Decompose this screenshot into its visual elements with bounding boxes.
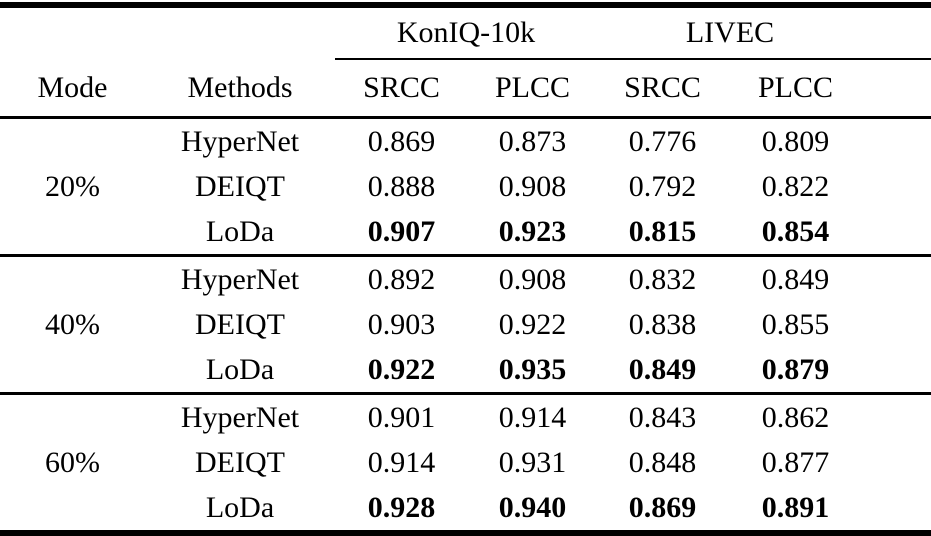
metric-value: 0.892	[367, 262, 436, 296]
metric-value: 0.907	[335, 209, 468, 257]
metric-value: 0.935	[468, 347, 597, 395]
column-header-livec-plcc: PLCC	[728, 59, 864, 119]
table-row: LoDa 0.907 0.923 0.815 0.854	[0, 209, 931, 257]
metric-value: 0.901	[367, 400, 436, 434]
metric-value: 0.922	[498, 307, 567, 341]
metric-value: 0.809	[761, 124, 830, 158]
metric-value: 0.792	[628, 169, 697, 203]
metric-value: 0.891	[728, 485, 864, 535]
spacer-cell	[863, 209, 931, 257]
spacer-cell	[863, 256, 931, 303]
metric-value: 0.940	[468, 485, 597, 535]
method-label: LoDa	[145, 485, 335, 535]
metric-value: 0.843	[628, 400, 697, 434]
spacer-cell	[863, 347, 931, 395]
metric-value: 0.776	[628, 124, 697, 158]
spacer-cell	[863, 440, 931, 485]
method-label: HyperNet	[180, 400, 300, 434]
mode-label: 60%	[0, 393, 145, 535]
metric-value: 0.879	[728, 347, 864, 395]
metric-value: 0.849	[597, 347, 728, 395]
metric-value: 0.869	[367, 124, 436, 158]
dataset-header-livec: LIVEC	[597, 5, 864, 60]
metric-value: 0.855	[761, 307, 830, 341]
metric-value: 0.869	[597, 485, 728, 535]
metric-value: 0.862	[761, 400, 830, 434]
method-label: DEIQT	[195, 169, 285, 203]
table-row: DEIQT 0.914 0.931 0.848 0.877	[0, 440, 931, 485]
metric-value: 0.931	[498, 445, 567, 479]
method-label: DEIQT	[195, 445, 285, 479]
metric-value: 0.873	[498, 124, 567, 158]
column-header-methods: Methods	[145, 59, 335, 119]
metric-value: 0.914	[367, 445, 436, 479]
column-header-livec-srcc: SRCC	[597, 59, 728, 119]
metric-value: 0.903	[367, 307, 436, 341]
column-header-mode: Mode	[0, 59, 145, 119]
method-label: HyperNet	[180, 262, 300, 296]
metric-value: 0.888	[367, 169, 436, 203]
dataset-header-row: KonIQ-10k LIVEC	[0, 5, 931, 60]
column-header-koniq-srcc: SRCC	[335, 59, 468, 119]
table-row: LoDa 0.922 0.935 0.849 0.879	[0, 347, 931, 395]
dataset-header-koniq: KonIQ-10k	[335, 5, 597, 60]
table-row: 60% HyperNet 0.901 0.914 0.843 0.862	[0, 393, 931, 535]
metric-value: 0.849	[761, 262, 830, 296]
spacer-cell	[863, 164, 931, 209]
table-row: DEIQT 0.903 0.922 0.838 0.855	[0, 302, 931, 347]
metric-value: 0.877	[761, 445, 830, 479]
metric-value: 0.832	[628, 262, 697, 296]
table-row: LoDa 0.928 0.940 0.869 0.891	[0, 485, 931, 535]
mode-label: 20%	[0, 117, 145, 257]
metric-value: 0.914	[498, 400, 567, 434]
spacer-cell	[863, 302, 931, 347]
table-row: DEIQT 0.888 0.908 0.792 0.822	[0, 164, 931, 209]
method-label: LoDa	[145, 347, 335, 395]
metric-value: 0.908	[498, 169, 567, 203]
table-row: 40% HyperNet 0.892 0.908 0.832 0.849	[0, 255, 931, 395]
table-body: 20% HyperNet 0.869 0.873 0.776 0.809 DEIQT 0.88…	[0, 117, 931, 535]
metric-value: 0.928	[335, 485, 468, 535]
column-header-row: Mode Methods SRCC PLCC SRCC PLCC	[0, 59, 931, 119]
spacer-cell	[863, 485, 931, 535]
column-header-koniq-plcc: PLCC	[468, 59, 597, 119]
method-label: DEIQT	[195, 307, 285, 341]
spacer-cell	[863, 394, 931, 441]
metric-value: 0.815	[597, 209, 728, 257]
metric-value: 0.923	[468, 209, 597, 257]
metric-value: 0.854	[728, 209, 864, 257]
metric-value: 0.922	[335, 347, 468, 395]
table-row: 20% HyperNet 0.869 0.873 0.776 0.809	[0, 117, 931, 257]
spacer-cell	[863, 118, 931, 165]
method-label: HyperNet	[180, 124, 300, 158]
metric-value: 0.822	[761, 169, 830, 203]
mode-label: 40%	[0, 255, 145, 395]
metric-value: 0.908	[498, 262, 567, 296]
spacer-cell	[863, 59, 931, 119]
corner-cell	[0, 5, 335, 59]
spacer-cell	[863, 5, 931, 60]
metric-value: 0.848	[628, 445, 697, 479]
method-label: LoDa	[145, 209, 335, 257]
metric-value: 0.838	[628, 307, 697, 341]
